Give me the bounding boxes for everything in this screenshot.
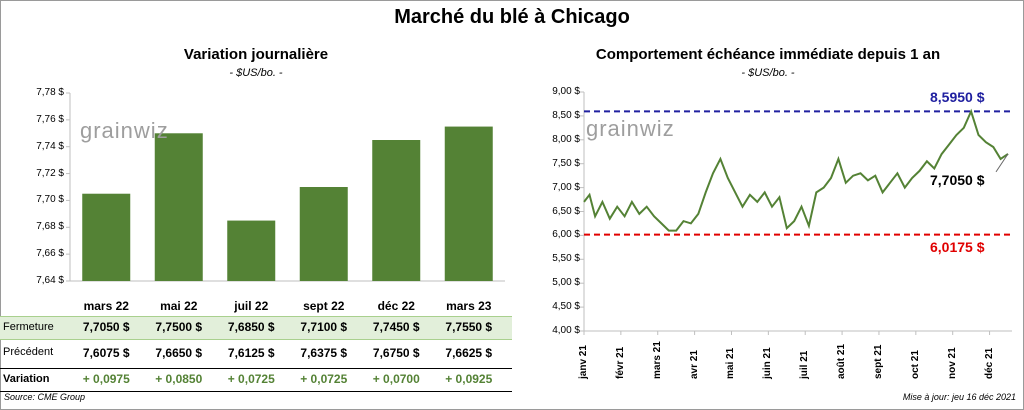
y-tick-label: 8,00 $ [552,133,580,145]
bar-chart [66,92,505,282]
x-tick-label: avr 21 [688,350,700,379]
y-tick-label: 9,00 $ [552,86,580,97]
x-tick-label: juin 21 [762,347,774,379]
x-tick-label: janv 21 [578,345,589,379]
x-tick-label: oct 21 [909,350,921,379]
bar-category-label: mars 23 [446,299,492,313]
footer-source: Source: CME Group [4,392,86,402]
min-value-label: 6,0175 $ [930,238,985,255]
x-tick-label: mai 21 [725,347,737,379]
y-tick-label: 7,64 $ [36,275,64,286]
row-label-prev: Précédent [3,346,54,358]
bar [372,140,421,281]
y-tick-label: 7,78 $ [36,87,64,98]
x-tick-label: sept 21 [872,344,884,379]
y-tick-label: 7,74 $ [36,140,64,152]
cell-close: 7,7100 $ [300,320,348,334]
cell-close: 7,7500 $ [155,320,203,334]
last-value-leader [995,153,1009,173]
cell-var: + 0,0700 [372,372,420,386]
logo-text: grainwiz [586,116,675,141]
right-subtitle: Comportement échéance immédiate depuis 1… [595,46,941,63]
cell-prev: 7,6125 $ [227,346,275,360]
cell-var: + 0,0975 [82,372,130,386]
table-row-close: Fermeture [0,316,512,340]
y-tick-label: 7,76 $ [36,113,64,125]
y-tick-label: 7,00 $ [552,181,580,193]
y-tick-label: 6,50 $ [552,205,580,217]
y-tick-label: 5,00 $ [552,277,580,289]
right-unit: - $US/bo. - [741,67,795,79]
cell-close: 7,7050 $ [82,320,130,334]
y-tick-label: 7,68 $ [36,221,64,233]
price-series-line [583,108,1009,232]
y-tick-label: 7,66 $ [36,248,64,260]
bar [444,126,493,281]
cell-prev: 7,6625 $ [445,346,493,360]
table-row-var: Variation [0,368,512,392]
cell-prev: 7,6075 $ [82,346,130,360]
right-logo: grainwiz [586,116,675,142]
cell-prev: 7,6375 $ [300,346,348,360]
y-tick-label: 6,00 $ [552,229,580,241]
x-tick-label: mars 21 [651,341,663,379]
row-label-var: Variation [3,373,50,385]
bar [299,187,348,281]
y-tick-label: 5,50 $ [552,253,580,265]
x-tick-label: févr 21 [614,346,626,379]
logo-text: grainwiz [80,118,169,143]
cell-var: + 0,0925 [445,372,493,386]
x-tick-label: nov 21 [946,347,958,379]
bar-category-label: mai 22 [160,299,198,313]
row-label-close: Fermeture [3,321,54,333]
footer-updated: Mise à jour: jeu 16 déc 2021 [902,392,1016,402]
bar-category-label: mars 22 [83,299,129,313]
x-tick-label: déc 21 [983,347,995,379]
x-tick-label: août 21 [836,343,848,379]
left-subtitle: Variation journalière [183,46,329,63]
cell-var: + 0,0725 [300,372,348,386]
page-title: Marché du blé à Chicago [394,6,630,28]
max-value-label: 8,5950 $ [930,89,985,106]
bar-category-label: déc 22 [377,299,415,313]
y-tick-label: 7,72 $ [36,167,64,179]
cell-var: + 0,0725 [227,372,275,386]
last-value-label: 7,7050 $ [930,171,985,188]
cell-close: 7,7450 $ [372,320,420,334]
y-tick-label: 4,50 $ [552,301,580,313]
left-unit: - $US/bo. - [229,67,283,79]
left-logo: grainwiz [80,118,169,144]
cell-prev: 7,6650 $ [155,346,203,360]
y-tick-label: 7,70 $ [36,194,64,206]
bar-category-label: juil 22 [234,299,269,313]
bar [154,133,203,281]
cell-prev: 7,6750 $ [372,346,420,360]
bar [82,193,131,281]
x-tick-label: juil 21 [799,350,811,379]
y-tick-label: 4,00 $ [552,325,580,336]
cell-var: + 0,0850 [155,372,203,386]
y-tick-label: 8,50 $ [552,109,580,121]
cell-close: 7,6850 $ [227,320,275,334]
table-row-prev: Précédent [0,342,512,364]
cell-close: 7,7550 $ [445,320,493,334]
bar-category-label: sept 22 [303,299,345,313]
y-tick-label: 7,50 $ [552,157,580,169]
bar [227,220,276,281]
